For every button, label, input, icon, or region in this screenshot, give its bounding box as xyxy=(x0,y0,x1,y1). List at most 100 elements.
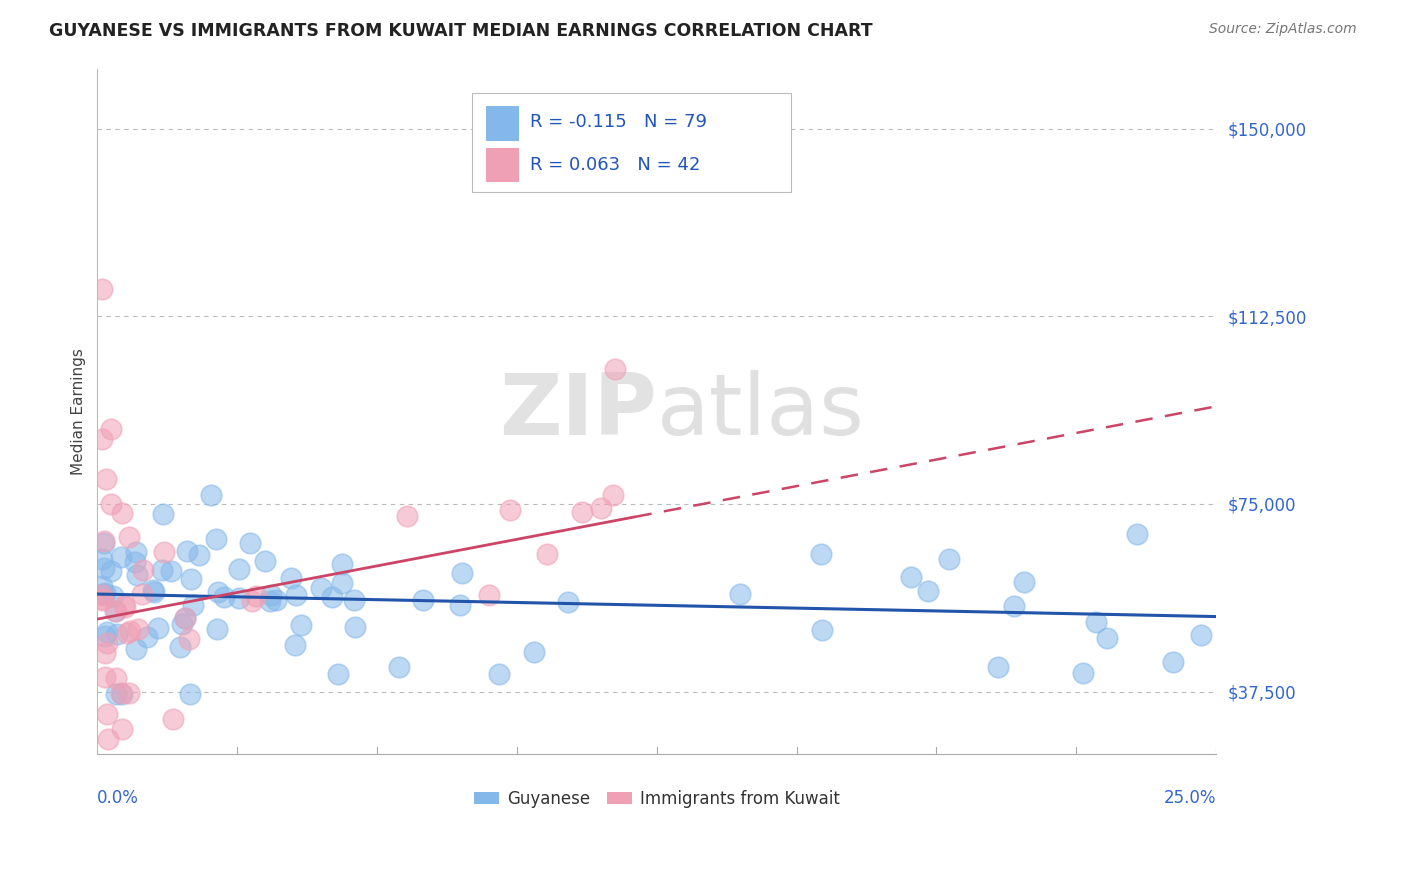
Point xyxy=(200,488,222,502)
Text: ZIP: ZIP xyxy=(499,370,657,453)
Point xyxy=(97,732,120,747)
Point xyxy=(100,564,122,578)
Point xyxy=(142,583,165,598)
Point xyxy=(1012,574,1035,589)
Point xyxy=(260,588,283,602)
Legend: Guyanese, Immigrants from Kuwait: Guyanese, Immigrants from Kuwait xyxy=(467,783,846,814)
Point xyxy=(114,600,136,615)
Point xyxy=(343,592,366,607)
Point xyxy=(1126,526,1149,541)
Point xyxy=(900,570,922,584)
Point xyxy=(150,563,173,577)
Point xyxy=(94,472,117,486)
Point xyxy=(127,622,149,636)
Point xyxy=(228,562,250,576)
Point xyxy=(94,670,117,684)
Point xyxy=(118,686,141,700)
Point xyxy=(1161,655,1184,669)
Point xyxy=(987,660,1010,674)
Point xyxy=(204,532,226,546)
Y-axis label: Median Earnings: Median Earnings xyxy=(72,348,86,475)
Point xyxy=(90,588,112,602)
Text: GUYANESE VS IMMIGRANTS FROM KUWAIT MEDIAN EARNINGS CORRELATION CHART: GUYANESE VS IMMIGRANTS FROM KUWAIT MEDIA… xyxy=(49,22,873,40)
Point xyxy=(112,599,135,613)
Point xyxy=(94,629,117,643)
Point xyxy=(343,620,366,634)
Point xyxy=(179,687,201,701)
Point xyxy=(188,548,211,562)
Point xyxy=(90,579,112,593)
Point xyxy=(105,671,128,685)
Point xyxy=(1095,631,1118,645)
Point xyxy=(152,507,174,521)
Point xyxy=(135,630,157,644)
Point xyxy=(176,543,198,558)
Point xyxy=(125,544,148,558)
Point xyxy=(938,552,960,566)
Point xyxy=(100,422,122,436)
Point xyxy=(280,571,302,585)
Point xyxy=(111,687,134,701)
Point xyxy=(240,593,263,607)
Bar xyxy=(485,148,519,182)
Point xyxy=(180,572,202,586)
Point xyxy=(91,592,114,607)
Point xyxy=(259,594,281,608)
Point xyxy=(111,506,134,520)
Point xyxy=(523,645,546,659)
Point xyxy=(536,547,558,561)
Point xyxy=(124,555,146,569)
Point xyxy=(90,432,112,446)
Point xyxy=(571,505,593,519)
Point xyxy=(100,497,122,511)
Text: 25.0%: 25.0% xyxy=(1164,789,1216,807)
Text: R = -0.115   N = 79: R = -0.115 N = 79 xyxy=(530,113,707,131)
Point xyxy=(104,687,127,701)
Point xyxy=(174,611,197,625)
Point xyxy=(321,591,343,605)
Point xyxy=(330,576,353,591)
Point xyxy=(264,593,287,607)
Point xyxy=(174,611,197,625)
Point xyxy=(207,584,229,599)
Point xyxy=(1084,615,1107,629)
Point xyxy=(228,591,250,605)
Point xyxy=(1002,599,1025,613)
Point xyxy=(125,568,148,582)
Point xyxy=(239,536,262,550)
Point xyxy=(284,638,307,652)
Text: 0.0%: 0.0% xyxy=(97,789,139,807)
Point xyxy=(118,624,141,639)
Point xyxy=(254,554,277,568)
Point xyxy=(90,552,112,566)
Point xyxy=(93,536,115,550)
Point xyxy=(811,623,834,637)
Point xyxy=(104,604,127,618)
Point xyxy=(728,587,751,601)
Point xyxy=(917,583,939,598)
Point xyxy=(290,617,312,632)
Point xyxy=(1191,628,1213,642)
Point xyxy=(142,585,165,599)
Point xyxy=(170,617,193,632)
Point xyxy=(111,722,134,736)
Point xyxy=(93,561,115,575)
Point xyxy=(488,667,510,681)
Point xyxy=(117,626,139,640)
Point xyxy=(146,621,169,635)
Point xyxy=(499,503,522,517)
Point xyxy=(125,641,148,656)
FancyBboxPatch shape xyxy=(472,93,792,192)
Point xyxy=(90,591,112,606)
Point xyxy=(110,686,132,700)
Point xyxy=(105,627,128,641)
Point xyxy=(90,282,112,296)
Point xyxy=(91,587,114,601)
Point xyxy=(810,547,832,561)
Point xyxy=(557,595,579,609)
Point xyxy=(93,646,115,660)
Point xyxy=(388,660,411,674)
Point xyxy=(326,667,349,681)
Text: atlas: atlas xyxy=(657,370,865,453)
Point xyxy=(309,581,332,595)
